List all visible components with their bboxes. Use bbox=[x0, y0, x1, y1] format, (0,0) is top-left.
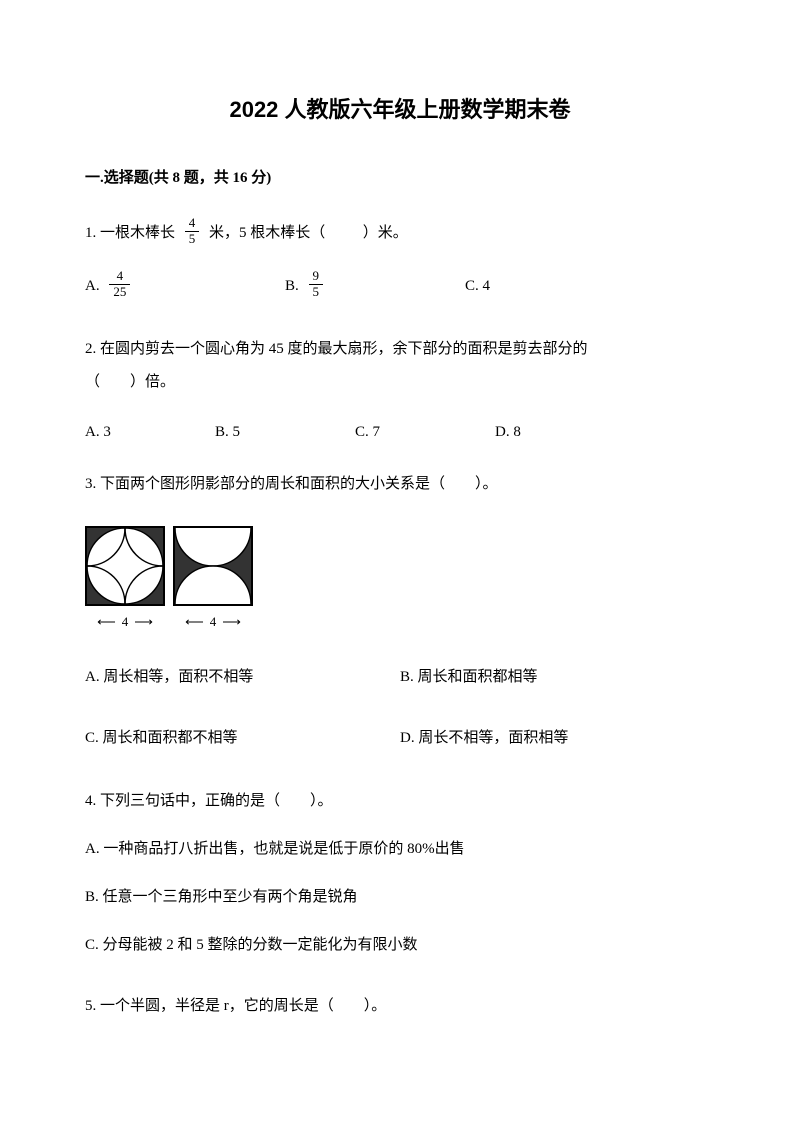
q1-prefix: 1. 一根木棒长 bbox=[85, 225, 175, 241]
arrow-left-icon: ⟵ bbox=[185, 608, 204, 637]
q1-suffix: ）米。 bbox=[363, 225, 408, 241]
q1-text: 1. 一根木棒长 4 5 米，5 根木棒长（ ）米。 bbox=[85, 217, 715, 250]
q1-options: A. 4 25 B. 9 5 C. 4 bbox=[85, 270, 715, 303]
q4-option-c: C. 分母能被 2 和 5 整除的分数一定能化为有限小数 bbox=[85, 929, 715, 962]
q2-options: A. 3 B. 5 C. 7 D. 8 bbox=[85, 419, 715, 446]
arrow-left-icon: ⟵ bbox=[97, 608, 116, 637]
q1-frac-num: 4 bbox=[185, 216, 200, 231]
q1-fraction: 4 5 bbox=[185, 216, 200, 246]
q4-option-b: B. 任意一个三角形中至少有两个角是锐角 bbox=[85, 881, 715, 914]
q1-optA-num: 4 bbox=[109, 269, 130, 284]
q2-line2: （ ）倍。 bbox=[85, 366, 715, 399]
q1-option-a: A. 4 25 bbox=[85, 270, 285, 303]
q1-optA-fraction: 4 25 bbox=[109, 269, 130, 299]
q3-option-a: A. 周长相等，面积不相等 bbox=[85, 661, 400, 694]
q1-optB-fraction: 9 5 bbox=[309, 269, 324, 299]
q1-mid: 米，5 根木棒长（ bbox=[209, 225, 325, 241]
q2-option-c: C. 7 bbox=[355, 419, 495, 446]
arrow-right-icon: ⟶ bbox=[222, 608, 241, 637]
question-5: 5. 一个半圆，半径是 r，它的周长是（ ）。 bbox=[85, 990, 715, 1023]
q2-option-d: D. 8 bbox=[495, 419, 595, 446]
q3-figures: ⟵ 4 ⟶ ⟵ 4 ⟶ bbox=[85, 526, 715, 637]
q5-text: 5. 一个半圆，半径是 r，它的周长是（ ）。 bbox=[85, 990, 715, 1023]
q1-frac-den: 5 bbox=[185, 232, 200, 246]
arrow-right-icon: ⟶ bbox=[134, 608, 153, 637]
q1-optB-den: 5 bbox=[309, 285, 324, 299]
q3-figure1 bbox=[85, 526, 165, 606]
q3-dim2-val: 4 bbox=[210, 608, 217, 637]
question-4: 4. 下列三句话中，正确的是（ ）。 A. 一种商品打八折出售，也就是说是低于原… bbox=[85, 785, 715, 962]
q2-option-b: B. 5 bbox=[215, 419, 355, 446]
q2-line1: 2. 在圆内剪去一个圆心角为 45 度的最大扇形，余下部分的面积是剪去部分的 bbox=[85, 333, 715, 366]
question-2: 2. 在圆内剪去一个圆心角为 45 度的最大扇形，余下部分的面积是剪去部分的 （… bbox=[85, 333, 715, 399]
q3-figure2 bbox=[173, 526, 253, 606]
page-title: 2022 人教版六年级上册数学期末卷 bbox=[85, 90, 715, 130]
section-header: 一.选择题(共 8 题，共 16 分) bbox=[85, 165, 715, 192]
q3-text: 3. 下面两个图形阴影部分的周长和面积的大小关系是（ ）。 bbox=[85, 468, 715, 501]
q2-option-a: A. 3 bbox=[85, 419, 215, 446]
q1-option-b: B. 9 5 bbox=[285, 270, 465, 303]
q3-dim1-val: 4 bbox=[122, 608, 129, 637]
q1-optA-den: 25 bbox=[109, 285, 130, 299]
q1-optB-label: B. bbox=[285, 278, 299, 294]
q3-option-c: C. 周长和面积都不相等 bbox=[85, 722, 400, 755]
q1-optB-num: 9 bbox=[309, 269, 324, 284]
q3-dim1: ⟵ 4 ⟶ bbox=[85, 608, 165, 637]
q3-figure1-wrap: ⟵ 4 ⟶ bbox=[85, 526, 165, 637]
q3-option-d: D. 周长不相等，面积相等 bbox=[400, 722, 715, 755]
question-1: 1. 一根木棒长 4 5 米，5 根木棒长（ ）米。 A. 4 25 B. 9 … bbox=[85, 217, 715, 303]
q3-options: A. 周长相等，面积不相等 B. 周长和面积都相等 C. 周长和面积都不相等 D… bbox=[85, 661, 715, 755]
q4-stem: 4. 下列三句话中，正确的是（ ）。 bbox=[85, 785, 715, 818]
q3-dim2: ⟵ 4 ⟶ bbox=[173, 608, 253, 637]
question-3: 3. 下面两个图形阴影部分的周长和面积的大小关系是（ ）。 ⟵ 4 bbox=[85, 468, 715, 756]
q1-optA-label: A. bbox=[85, 278, 100, 294]
q3-option-b: B. 周长和面积都相等 bbox=[400, 661, 715, 694]
q4-option-a: A. 一种商品打八折出售，也就是说是低于原价的 80%出售 bbox=[85, 833, 715, 866]
q1-option-c: C. 4 bbox=[465, 270, 615, 303]
q3-figure2-wrap: ⟵ 4 ⟶ bbox=[173, 526, 253, 637]
